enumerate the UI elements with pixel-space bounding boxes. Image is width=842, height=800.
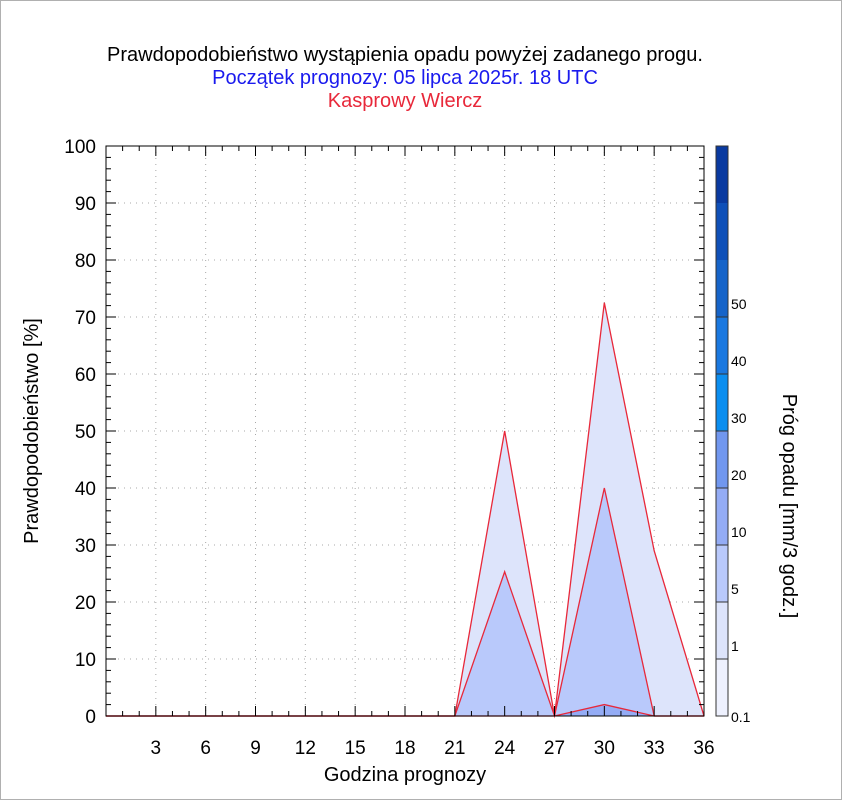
station-name: Kasprowy Wiercz [328,90,482,112]
colorbar-segment [716,488,728,545]
y-tick-label: 40 [75,479,96,500]
x-tick-label: 24 [494,738,516,759]
x-tick-label: 33 [644,738,665,759]
x-tick-label: 12 [295,738,316,759]
x-axis-label: Godzina prognozy [324,764,486,786]
y-tick-label: 30 [75,536,96,557]
x-tick-label: 30 [594,738,615,759]
x-tick-label: 18 [394,738,415,759]
y-tick-label: 100 [64,137,96,158]
colorbar-segment [716,203,728,260]
y-tick-label: 10 [75,650,96,671]
x-tick-label: 6 [200,738,211,759]
chart-title: Prawdopodobieństwo wystąpienia opadu pow… [107,44,703,66]
y-tick-label: 50 [75,422,96,443]
colorbar-tick-label: 0.1 [731,709,751,725]
axes: 3 6 9 12 15 18 21 24 27 30 33 360102030405060708090… [64,137,714,759]
probability-areas [106,302,705,719]
x-tick-label: 3 [151,738,162,759]
colorbar-segment [716,545,728,602]
x-tick-label: 27 [544,738,565,759]
x-tick-label: 36 [693,738,714,759]
colorbar-tick-label: 50 [731,296,747,312]
area-threshold-1 [106,488,704,716]
x-tick-label: 21 [444,738,465,759]
y-axis-label: Prawdopodobieństwo [%] [21,318,43,544]
y-tick-label: 70 [75,308,96,329]
colorbar-tick-label: 5 [731,581,739,597]
chart-subtitle: Początek prognozy: 05 lipca 2025r. 18 UT… [212,67,598,89]
colorbar-segment [716,431,728,488]
colorbar-tick-label: 1 [731,638,739,654]
colorbar-tick-label: 30 [731,410,747,426]
colorbar-segment [716,659,728,716]
x-tick-label: 9 [250,738,261,759]
y-tick-label: 20 [75,593,96,614]
colorbar-label: Próg opadu [mm/3 godz.] [778,394,800,619]
colorbar-segment [716,146,728,203]
colorbar-segment [716,602,728,659]
y-tick-label: 90 [75,194,96,215]
colorbar-segment [716,260,728,317]
x-tick-label: 15 [345,738,366,759]
area-threshold-2 [106,704,704,716]
y-tick-label: 60 [75,365,96,386]
colorbar-segment [716,317,728,374]
colorbar-tick-label: 20 [731,467,747,483]
colorbar-tick-label: 40 [731,353,747,369]
colorbar-tick-label: 10 [731,524,747,540]
colorbar: 0.1 1 5 10 20 30 40 50 [715,145,751,725]
y-tick-label: 80 [75,251,96,272]
y-tick-label: 0 [85,707,96,728]
colorbar-segment [716,374,728,431]
